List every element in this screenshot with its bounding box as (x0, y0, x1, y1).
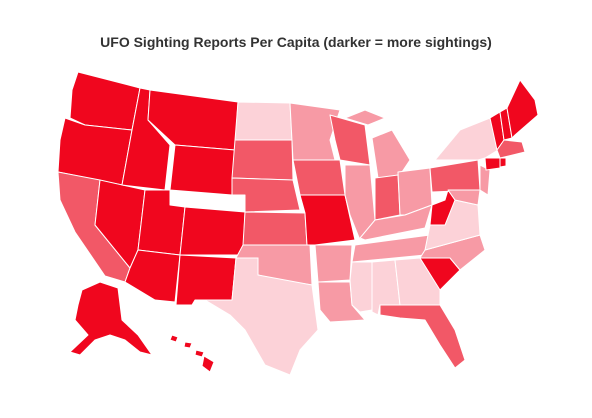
state (194, 349, 205, 358)
map-title: UFO Sighting Reports Per Capita (darker … (100, 34, 492, 50)
state (506, 79, 539, 139)
state (175, 254, 237, 306)
state (234, 101, 293, 141)
state (231, 139, 294, 181)
state (179, 206, 246, 256)
state (371, 129, 411, 179)
state (201, 355, 215, 373)
state (183, 341, 193, 349)
state (434, 117, 499, 161)
state (374, 174, 401, 221)
state (349, 261, 373, 313)
states (57, 71, 539, 376)
state (429, 159, 481, 193)
state (137, 189, 186, 256)
state (329, 114, 371, 166)
state (69, 281, 153, 356)
state (69, 71, 141, 131)
state (484, 157, 501, 171)
state (292, 159, 346, 196)
state (314, 244, 353, 283)
state (379, 304, 466, 369)
state (344, 164, 376, 241)
state (231, 177, 301, 213)
state (499, 157, 507, 168)
state (289, 102, 341, 161)
state (344, 109, 386, 126)
state (447, 189, 481, 206)
state (242, 211, 308, 246)
state (169, 144, 236, 196)
state (496, 139, 526, 159)
state (204, 257, 319, 376)
state (394, 257, 441, 306)
state (169, 334, 179, 343)
